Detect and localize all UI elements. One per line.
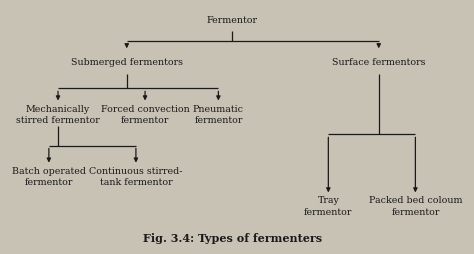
Text: Mechanically
stirred fermentor: Mechanically stirred fermentor: [16, 105, 100, 125]
Text: Surface fermentors: Surface fermentors: [332, 58, 426, 67]
Text: Pneumatic
fermentor: Pneumatic fermentor: [193, 105, 244, 125]
Text: Fig. 3.4: Types of fermenters: Fig. 3.4: Types of fermenters: [143, 233, 322, 244]
Text: Continuous stirred-
tank fermentor: Continuous stirred- tank fermentor: [89, 167, 182, 187]
Text: Tray
fermentor: Tray fermentor: [304, 196, 353, 217]
Text: Submerged fermentors: Submerged fermentors: [71, 58, 183, 67]
Text: Packed bed coloum
fermentor: Packed bed coloum fermentor: [369, 196, 462, 217]
Text: Batch operated
fermentor: Batch operated fermentor: [12, 167, 86, 187]
Text: Fermentor: Fermentor: [207, 16, 258, 25]
Text: Forced convection
fermentor: Forced convection fermentor: [100, 105, 190, 125]
